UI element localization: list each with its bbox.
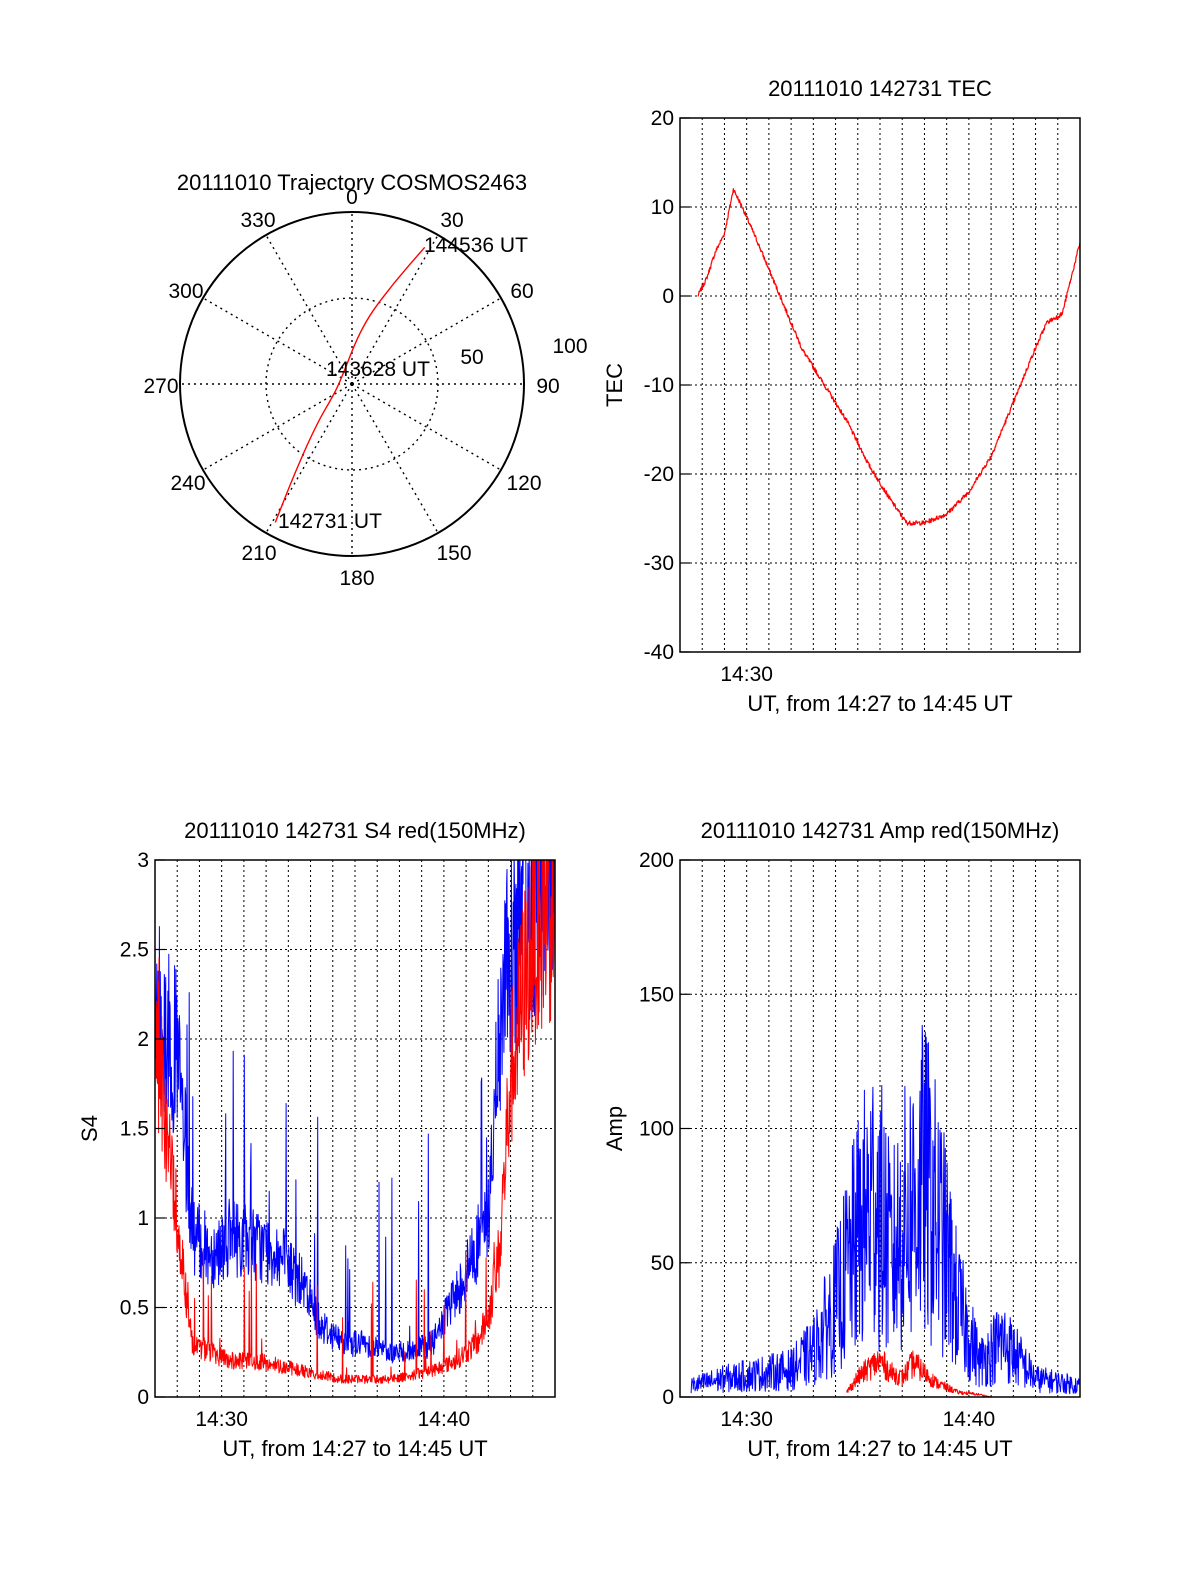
amp-xlabel: UT, from 14:27 to 14:45 UT <box>747 1436 1012 1461</box>
azimuth-label-240: 240 <box>170 472 205 495</box>
polar-grid-spoke <box>351 383 439 534</box>
tec-ytick-label: -20 <box>644 463 674 486</box>
s4-title: 20111010 142731 S4 red(150MHz) <box>184 818 526 843</box>
polar-grid-spoke <box>202 297 353 385</box>
trajectory-track <box>274 246 426 523</box>
azimuth-label-30: 30 <box>440 209 463 232</box>
trajectory-annotation-1: 143628 UT <box>326 358 430 381</box>
polar-grid-spoke <box>265 383 353 534</box>
amp-xtick-label: 14:30 <box>720 1408 773 1431</box>
azimuth-label-90: 90 <box>536 375 559 398</box>
azimuth-label-300: 300 <box>168 280 203 303</box>
s4-chart: 20111010 142731 S4 red(150MHz) 3 2.5 2 1.5 1 0… <box>77 818 556 1461</box>
amp-series-0 <box>690 1024 1080 1395</box>
amp-title: 20111010 142731 Amp red(150MHz) <box>701 818 1060 843</box>
s4-ytick-label: 2 <box>137 1028 149 1051</box>
tec-ytick-label: 20 <box>651 107 674 130</box>
s4-xlabel: UT, from 14:27 to 14:45 UT <box>222 1436 487 1461</box>
polar-grid-spoke <box>351 234 439 385</box>
amp-series-1 <box>846 1350 992 1397</box>
amp-ytick-label: 50 <box>651 1252 674 1275</box>
amp-ytick-label: 100 <box>639 1118 674 1141</box>
radius-label-50: 50 <box>460 346 483 369</box>
amp-data <box>690 1024 1080 1397</box>
polar-grid-spoke <box>351 383 502 471</box>
s4-ytick-label: 2.5 <box>120 939 149 962</box>
azimuth-label-210: 210 <box>241 542 276 565</box>
tec-chart: 20111010 142731 TEC 20 10 0 -10 -20 -30 -40 14:3… <box>602 76 1081 716</box>
tec-title: 20111010 142731 TEC <box>768 76 992 101</box>
s4-ytick-label: 3 <box>137 849 149 872</box>
s4-ytick-label: 1.5 <box>120 1118 149 1141</box>
s4-ytick-label: 0.5 <box>120 1297 149 1320</box>
azimuth-label-60: 60 <box>510 280 533 303</box>
tec-xtick-label: 14:30 <box>720 663 773 686</box>
tec-ytick-label: -40 <box>644 641 674 664</box>
azimuth-label-0: 0 <box>346 186 358 209</box>
trajectory-annotation-0: 142731 UT <box>278 510 382 533</box>
radius-label-100: 100 <box>552 335 587 358</box>
s4-series-1 <box>155 860 555 1384</box>
s4-ytick-label: 1 <box>137 1207 149 1230</box>
tec-ytick-label: 0 <box>662 285 674 308</box>
amp-ytick-label: 0 <box>662 1386 674 1409</box>
tec-ytick-label: -30 <box>644 552 674 575</box>
polar-grid-spoke <box>351 297 502 385</box>
tec-xlabel: UT, from 14:27 to 14:45 UT <box>747 691 1012 716</box>
s4-xtick-label: 14:30 <box>195 1408 248 1431</box>
s4-series-0 <box>155 860 555 1364</box>
amp-ytick-label: 150 <box>639 983 674 1006</box>
amp-chart: 20111010 142731 Amp red(150MHz) 200 150 100… <box>602 818 1081 1461</box>
tec-data <box>697 188 1080 526</box>
tec-ylabel: TEC <box>602 363 627 407</box>
amp-ytick-label: 200 <box>639 849 674 872</box>
tec-ytick-label: -10 <box>644 374 674 397</box>
tec-series-0 <box>697 188 1080 526</box>
trajectory-annotation-2: 144536 UT <box>424 234 528 257</box>
polar-grid-spoke <box>265 234 353 385</box>
s4-ytick-label: 0 <box>137 1386 149 1409</box>
s4-xtick-label: 14:40 <box>418 1408 471 1431</box>
azimuth-label-270: 270 <box>143 375 178 398</box>
azimuth-label-120: 120 <box>506 472 541 495</box>
amp-xtick-label: 14:40 <box>943 1408 996 1431</box>
trajectory-title: 20111010 Trajectory COSMOS2463 <box>177 170 527 195</box>
amp-ylabel: Amp <box>602 1106 627 1151</box>
azimuth-label-180: 180 <box>339 567 374 590</box>
s4-data <box>155 860 555 1384</box>
polar-outer-circle <box>179 211 525 557</box>
tec-ytick-label: 10 <box>651 196 674 219</box>
azimuth-label-330: 330 <box>240 209 275 232</box>
azimuth-label-150: 150 <box>436 542 471 565</box>
s4-ylabel: S4 <box>77 1115 102 1142</box>
polar-grid-spoke <box>202 383 353 471</box>
